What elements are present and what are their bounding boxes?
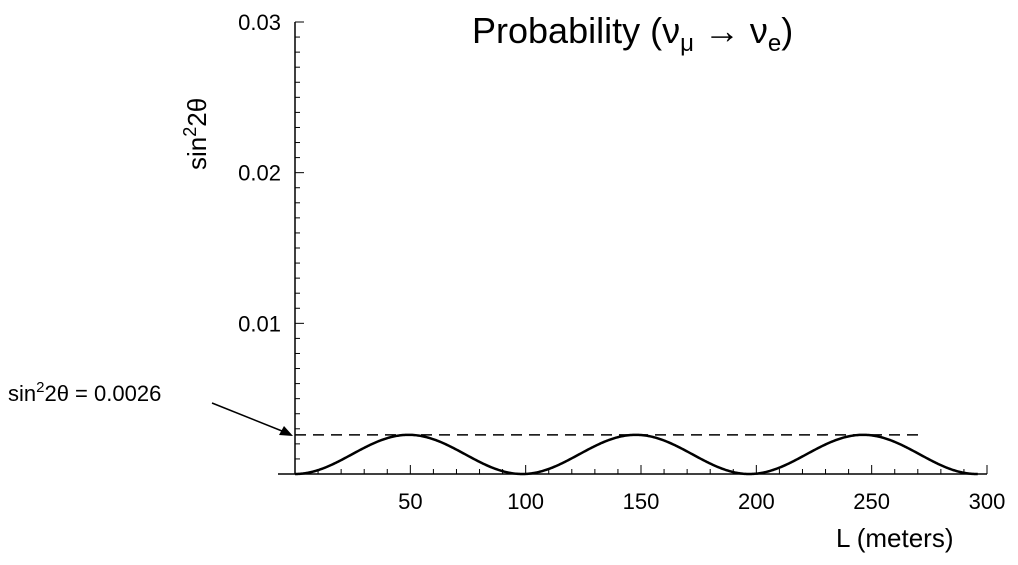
- x-axis-label: L (meters): [836, 523, 954, 553]
- anno-rest: 2θ = 0.0026: [44, 381, 161, 406]
- x-tick-label: 300: [969, 489, 1006, 514]
- title-nu-e: ν: [750, 10, 768, 51]
- anno-base: sin: [8, 381, 36, 406]
- threshold-annotation: sin22θ = 0.0026: [8, 379, 161, 406]
- y-ticks: 0.01 0.02 0.03: [238, 10, 304, 460]
- x-tick-label: 250: [853, 489, 890, 514]
- annotation-arrowhead: [279, 426, 293, 436]
- title-sub-mu: μ: [680, 30, 694, 57]
- title-nu-mu: ν: [662, 10, 680, 51]
- chart-title: Probability (νμ → νe): [472, 10, 793, 57]
- x-tick-label: 50: [398, 489, 422, 514]
- axes: [278, 22, 987, 475]
- x-ticks: 50 100 150 200 250 300: [317, 465, 1006, 514]
- probability-curve: [294, 433, 978, 476]
- x-tick-label: 100: [507, 489, 544, 514]
- y-tick-label: 0.02: [238, 161, 281, 186]
- series: [294, 433, 978, 476]
- title-close: ): [781, 10, 793, 51]
- title-arrow: →: [694, 10, 750, 51]
- y-axis-label: sin22θ: [180, 98, 212, 170]
- y-tick-label: 0.03: [238, 10, 281, 35]
- y-label-base: sin: [182, 137, 212, 170]
- title-text: Probability (: [472, 10, 662, 51]
- anno-sup: 2: [36, 379, 44, 396]
- y-label-rest: 2θ: [182, 98, 212, 127]
- y-tick-label: 0.01: [238, 311, 281, 336]
- title-sub-e: e: [768, 30, 781, 57]
- x-tick-label: 150: [623, 489, 660, 514]
- y-label-sup: 2: [180, 127, 200, 137]
- annotation-arrow-line: [211, 402, 288, 434]
- x-tick-label: 200: [738, 489, 775, 514]
